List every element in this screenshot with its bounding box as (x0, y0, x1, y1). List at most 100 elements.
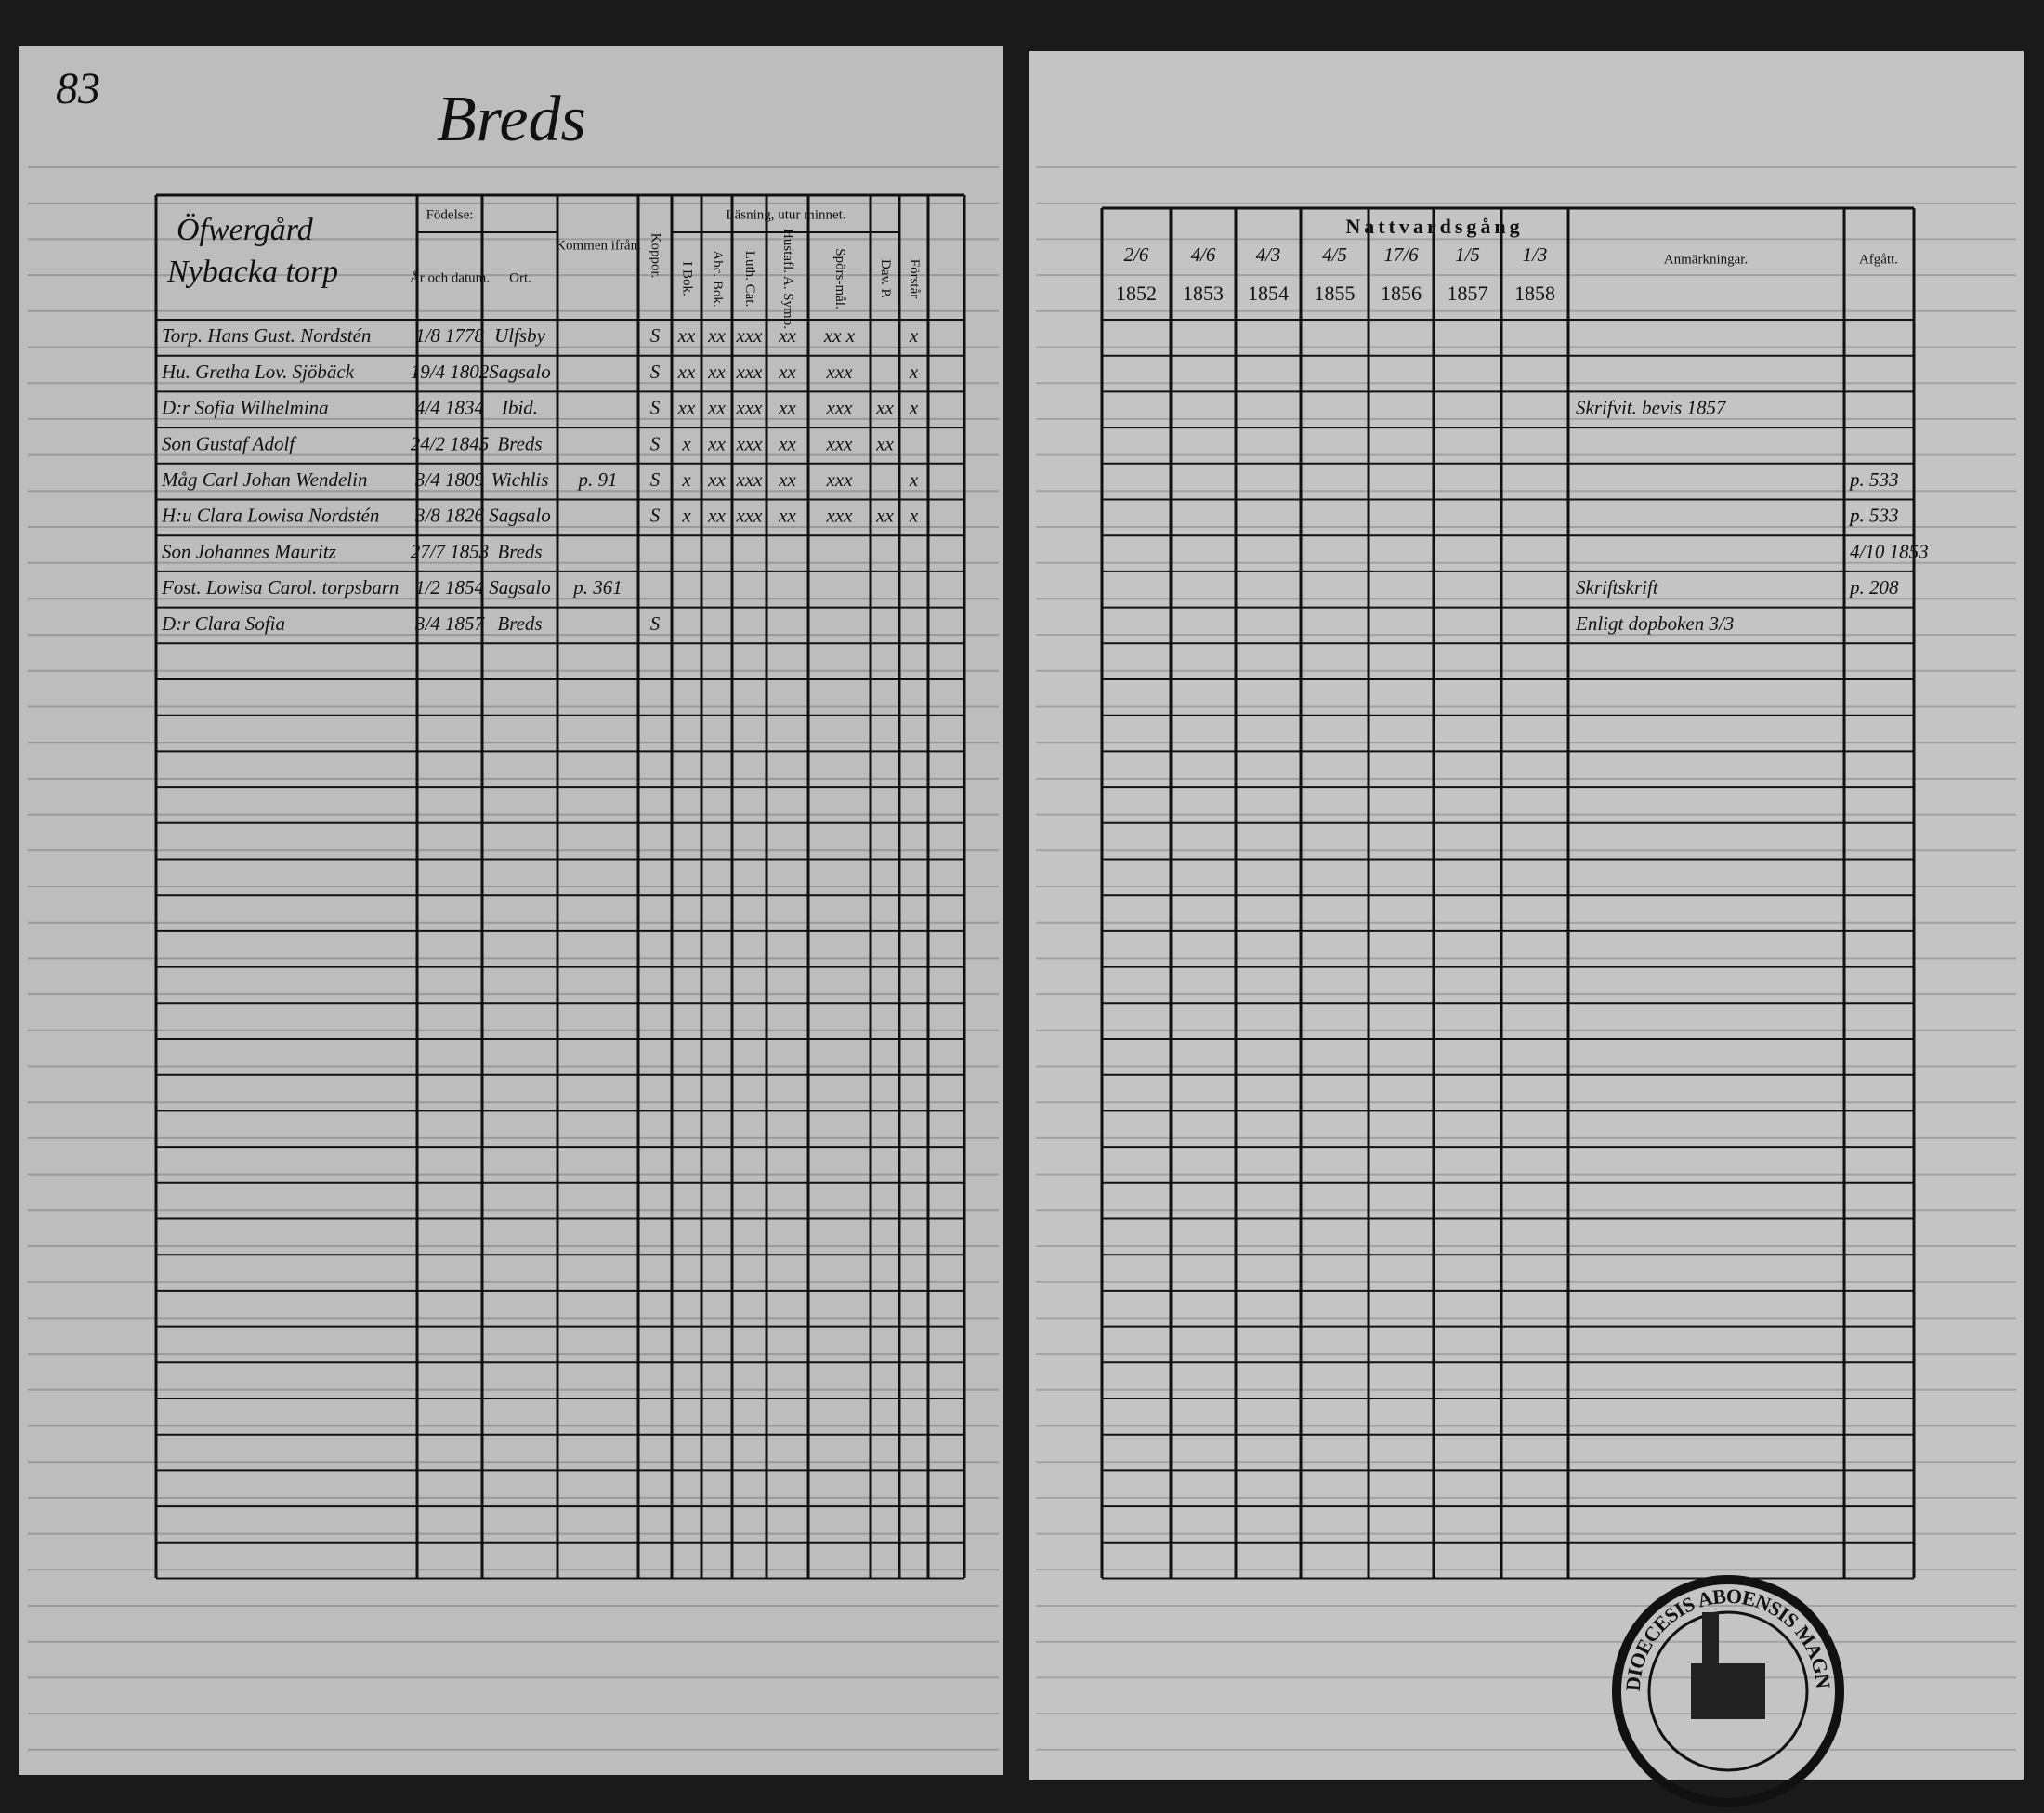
communion-date: 1/3 (1523, 243, 1548, 266)
cell-bok: x (681, 505, 691, 527)
cell-spor: xxx (826, 468, 854, 491)
cell-abc: xx (707, 324, 726, 347)
cell-abc: xx (707, 468, 726, 491)
left-page (19, 46, 1003, 1775)
cell-born: 3/4 1857 (414, 612, 486, 635)
cell-born: 27/7 1853 (411, 540, 490, 562)
moved: 4/10 1853 (1850, 540, 1929, 562)
cell-hist: xx (778, 324, 796, 347)
column-header: Luth. Cat. (742, 251, 757, 307)
cell-born: 24/2 1845 (411, 432, 490, 454)
column-header: Ort. (509, 270, 531, 285)
cell-name: Torp. Hans Gust. Nordstén (162, 324, 371, 347)
cell-spor: xx x (823, 324, 856, 347)
cell-born: 19/4 1802 (411, 361, 490, 383)
cell-forstar: x (909, 505, 919, 527)
communion-date: 17/6 (1383, 243, 1419, 266)
cell-born: 1/8 1778 (415, 324, 485, 347)
cell-place: Sagsalo (489, 505, 551, 527)
communion-year: 1853 (1183, 282, 1224, 305)
cell-bok: xx (677, 361, 696, 383)
column-header: Födelse: (426, 207, 474, 222)
ruling (28, 166, 2016, 1751)
remark: Skriftskrift (1576, 576, 1659, 598)
moved: p. 533 (1848, 468, 1899, 491)
communion-year: 1858 (1514, 282, 1555, 305)
communion-date: 2/6 (1124, 243, 1149, 266)
communion-title: Nattvardsgång (1345, 215, 1523, 238)
cell-hist: xx (778, 432, 796, 454)
cell-place: Ibid. (501, 397, 538, 419)
cell-luth: xxx (736, 361, 764, 383)
communion-date: 1/5 (1455, 243, 1480, 266)
cell-bok: xx (677, 397, 696, 419)
communion-date: 4/6 (1191, 243, 1216, 266)
right-page (1029, 51, 2024, 1780)
cell-bok: x (681, 468, 691, 491)
column-header: Hustafl. A. Symb. (780, 229, 795, 329)
column-header: Dav. P. (878, 259, 893, 298)
cell-dav: xx (875, 432, 894, 454)
cell-name: Son Johannes Mauritz (162, 540, 336, 562)
cell-place: Breds (497, 432, 542, 454)
cell-spor: xxx (826, 397, 854, 419)
cell-place: Wichlis (491, 468, 549, 491)
page-number: 83 (56, 64, 100, 113)
cell-place: Ulfsby (494, 324, 546, 347)
cell-place: Sagsalo (489, 576, 551, 598)
cell-born: 4/4 1834 (415, 397, 485, 419)
communion-date: 4/5 (1322, 243, 1347, 266)
communion-year: 1857 (1448, 282, 1488, 305)
cell-name: D:r Sofia Wilhelmina (161, 397, 329, 419)
cell-koppor: S (650, 397, 661, 419)
cell-koppor: S (650, 612, 661, 635)
cell-forstar: x (909, 324, 919, 347)
cell-name: Son Gustaf Adolf (162, 432, 297, 454)
cell-born: 1/2 1854 (415, 576, 485, 598)
cell-name: Fost. Lowisa Carol. torpsbarn (161, 576, 399, 598)
column-header: Kommen ifrån. (556, 238, 641, 253)
column-header: Förstår (907, 259, 922, 299)
column-header: Spörs-mål. (832, 248, 847, 309)
farm: Öfwergård (177, 213, 314, 247)
parish: Breds (437, 84, 586, 155)
farm: Nybacka torp (166, 255, 338, 289)
cell-from: p. 361 (571, 576, 622, 598)
column-header: I Bok. (680, 261, 695, 296)
communion-year: 1852 (1116, 282, 1157, 305)
cell-name: Hu. Gretha Lov. Sjöbäck (161, 361, 355, 383)
cell-spor: xxx (826, 361, 854, 383)
cell-hist: xx (778, 468, 796, 491)
communion-date: 4/3 (1256, 243, 1281, 266)
cell-name: D:r Clara Sofia (161, 612, 285, 635)
cell-forstar: x (909, 468, 919, 491)
cell-koppor: S (650, 468, 661, 491)
column-header: Koppor. (649, 233, 663, 279)
cell-born: 3/8 1826 (414, 505, 485, 527)
cell-born: 3/4 1809 (414, 468, 485, 491)
cell-place: Breds (497, 612, 542, 635)
cell-abc: xx (707, 432, 726, 454)
remarks-header: Anmärkningar. (1664, 252, 1748, 267)
cell-name: H:u Clara Lowisa Nordstén (161, 505, 379, 527)
cell-hist: xx (778, 397, 796, 419)
cell-dav: xx (875, 397, 894, 419)
cell-name: Måg Carl Johan Wendelin (161, 468, 367, 491)
moved-header: Afgått. (1859, 252, 1898, 267)
remark: Enligt dopboken 3/3 (1575, 612, 1734, 635)
cell-bok: xx (677, 324, 696, 347)
cell-abc: xx (707, 505, 726, 527)
cell-spor: xxx (826, 432, 854, 454)
cell-spor: xxx (826, 505, 854, 527)
cell-koppor: S (650, 361, 661, 383)
cell-hist: xx (778, 361, 796, 383)
moved: p. 533 (1848, 505, 1899, 527)
cell-place: Sagsalo (489, 361, 551, 383)
cell-luth: xxx (736, 397, 764, 419)
cell-koppor: S (650, 324, 661, 347)
communion-year: 1856 (1381, 282, 1422, 305)
cell-abc: xx (707, 397, 726, 419)
column-header: Läsning, utur minnet. (726, 207, 845, 222)
cell-bok: x (681, 432, 691, 454)
